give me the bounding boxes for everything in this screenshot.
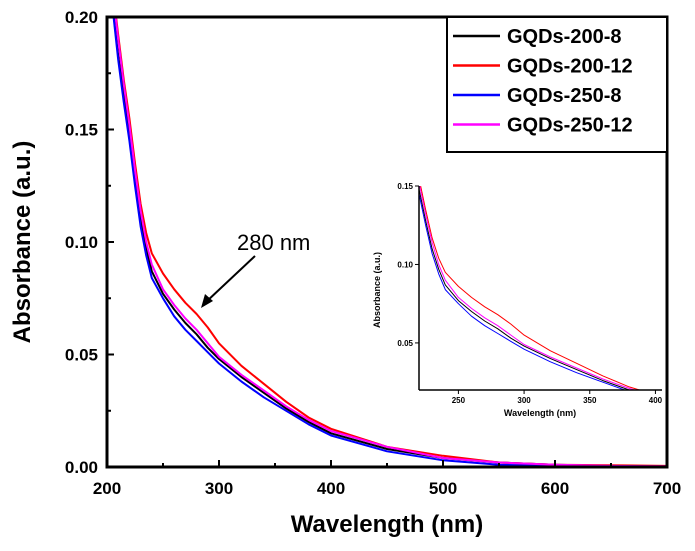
legend-label: GQDs-200-8 [507,26,622,48]
y-tick-label: 0.10 [65,233,98,252]
y-tick-label: 0.20 [65,8,98,27]
y-tick-label: 0.00 [65,458,98,477]
inset-x-axis-label: Wavelength (nm) [504,408,576,418]
x-tick-label: 400 [317,479,345,498]
inset-x-tick-label: 400 [649,396,663,405]
y-tick-label: 0.05 [65,346,98,365]
x-tick-label: 500 [429,479,457,498]
x-tick-label: 300 [205,479,233,498]
x-tick-label: 700 [653,479,681,498]
annotation-280nm: 280 nm [237,230,310,255]
legend-item: GQDs-200-8 [453,26,622,48]
annotation-arrow [205,255,256,303]
inset-x-tick-label: 250 [452,396,466,405]
inset-y-tick-label: 0.15 [397,182,413,191]
inset-y-axis-label: Absorbance (a.u.) [372,252,382,328]
y-tick-label: 0.15 [65,121,98,140]
x-tick-label: 200 [93,479,121,498]
inset-series-gqds-250-12 [419,186,637,390]
inset-x-tick-label: 300 [517,396,531,405]
inset-y-tick-label: 0.10 [397,260,413,269]
legend-item: GQDs-250-8 [453,85,622,107]
inset-series-gqds-200-8 [419,187,631,390]
legend-box [446,16,668,153]
legend-label: GQDs-250-8 [507,85,622,107]
x-tick-label: 600 [541,479,569,498]
legend-label: GQDs-250-12 [507,115,633,137]
inset-y-tick-label: 0.05 [397,339,413,348]
legend-item: GQDs-250-12 [453,115,633,137]
x-axis-label: Wavelength (nm) [291,511,483,538]
main-series-gqds-250-12 [114,17,667,467]
inset-series-gqds-250-8 [419,191,627,390]
legend-item: GQDs-200-12 [453,56,633,78]
inset-x-tick-label: 350 [583,396,597,405]
arrow-head-icon [201,294,213,308]
legend-label: GQDs-200-12 [507,56,633,78]
y-axis-label: Absorbance (a.u.) [9,141,36,344]
inset-series-gqds-200-12 [420,186,642,390]
